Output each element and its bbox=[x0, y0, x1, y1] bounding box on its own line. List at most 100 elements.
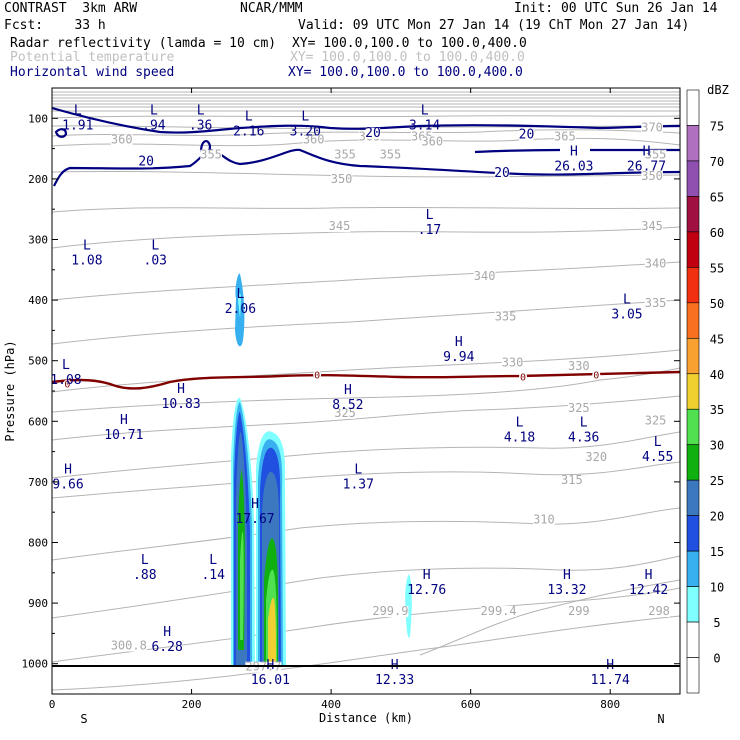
zero-isotherm-label: 0 bbox=[314, 371, 320, 382]
colorbar-level-label: 5 bbox=[713, 616, 720, 630]
theta-contour-label: 330 bbox=[568, 359, 590, 373]
theta-contour-label: 350 bbox=[331, 172, 353, 186]
theta-contour-label: 355 bbox=[200, 148, 222, 162]
colorbar-swatch bbox=[686, 160, 700, 197]
zero-isotherm-label: 0 bbox=[64, 380, 70, 391]
theta-contour-label: 340 bbox=[474, 269, 496, 283]
wind-contours bbox=[52, 106, 680, 187]
theta-contour-label-bg bbox=[554, 131, 576, 143]
model-label: CONTRAST 3km ARW bbox=[4, 1, 138, 16]
theta-contour-label-bg bbox=[473, 270, 496, 282]
theta-contour-label: 360 bbox=[421, 134, 443, 148]
field-name-reflectivity: Radar reflectivity (lamda = 10 cm) bbox=[10, 36, 277, 51]
extremum-value: 4.36 bbox=[568, 430, 599, 445]
colorbar-level-label: 60 bbox=[710, 226, 724, 240]
zero-degree-isotherm bbox=[52, 370, 680, 390]
theta-contour-label-bg bbox=[641, 122, 663, 134]
colorbar-swatch bbox=[686, 231, 700, 268]
extremum-value: .17 bbox=[418, 223, 441, 238]
extremum-type: H bbox=[570, 144, 578, 159]
theta-contour-label-bg bbox=[644, 258, 667, 270]
colorbar-swatch bbox=[686, 479, 700, 516]
field-xy-reflectivity: XY= 100.0,100.0 to 100.0,400.0 bbox=[292, 36, 527, 51]
theta-contour-label: 315 bbox=[561, 473, 583, 487]
theta-contour-label-bg bbox=[648, 605, 670, 617]
contour-labels: 3703653653653603603603553553553553503503… bbox=[50, 103, 673, 688]
y-axis-label: Pressure (hPa) bbox=[3, 340, 17, 441]
y-tick-label: 200 bbox=[28, 173, 48, 186]
extremum-type: L bbox=[62, 358, 70, 373]
extremum-type: L bbox=[354, 463, 362, 478]
theta-contour-label: 350 bbox=[641, 169, 663, 183]
colorbar-level-label: 75 bbox=[710, 119, 724, 133]
extremum-value: 1.08 bbox=[50, 373, 81, 388]
field-name-theta: Potential temperature bbox=[10, 50, 175, 65]
center-label: NCAR/MMM bbox=[240, 1, 303, 16]
colorbar-swatch bbox=[686, 373, 700, 410]
colorbar-swatch bbox=[686, 586, 700, 623]
extremum-value: 1.37 bbox=[343, 478, 374, 493]
theta-contour-label: 299.9 bbox=[372, 604, 408, 618]
colorbar-swatch bbox=[686, 444, 700, 481]
theta-contour-label: 298 bbox=[648, 604, 670, 618]
extremum-value: .03 bbox=[144, 253, 167, 268]
theta-contour-label-bg bbox=[585, 452, 608, 464]
colorbar-level-label: 25 bbox=[710, 474, 724, 488]
y-tick-label: 800 bbox=[28, 537, 48, 550]
x-tick-label: 0 bbox=[49, 698, 56, 711]
theta-contour-label-bg bbox=[568, 402, 590, 414]
extremum-value: 1.08 bbox=[71, 253, 102, 268]
extremum-value: 2.06 bbox=[225, 302, 256, 317]
extremum-type: L bbox=[301, 109, 309, 124]
extremum-value: 12.76 bbox=[407, 583, 446, 598]
colorbar: 0 5 10 15 20 25 30 35 40 45 50 55 60 65 70 75 bbox=[686, 89, 724, 694]
colorbar-swatch bbox=[686, 515, 700, 552]
extremum-type: L bbox=[421, 103, 429, 118]
extremum-value: 9.94 bbox=[443, 350, 474, 365]
refl-cell-surface bbox=[405, 574, 412, 638]
wind-contour-label-bg bbox=[519, 129, 534, 141]
colorbar-level-label: 70 bbox=[710, 155, 724, 169]
zero-isotherm-marker bbox=[63, 379, 72, 388]
extremum-type: H bbox=[344, 383, 352, 398]
colorbar-level-label: 50 bbox=[710, 297, 724, 311]
extremum-type: H bbox=[177, 382, 185, 397]
y-tick-label: 900 bbox=[28, 597, 48, 610]
y-tick-label: 400 bbox=[28, 294, 48, 307]
theta-contour-label-bg bbox=[494, 311, 517, 323]
theta-contour-label-bg bbox=[302, 134, 325, 146]
extremum-type: H bbox=[643, 144, 651, 159]
theta-contour-label-bg bbox=[641, 170, 663, 182]
theta-contour-label-bg bbox=[110, 640, 147, 652]
extremum-value: 11.74 bbox=[591, 673, 630, 688]
x-axis-label: Distance (km) bbox=[319, 711, 413, 725]
wind-contour-label-bg bbox=[139, 156, 154, 168]
x-tick-label: 800 bbox=[600, 698, 620, 711]
wind-contour-label: 20 bbox=[138, 154, 154, 169]
extremum-type: L bbox=[580, 415, 588, 430]
theta-contour-label-bg bbox=[641, 221, 663, 233]
zero-isotherm-marker bbox=[519, 372, 527, 381]
extremum-value: 4.18 bbox=[504, 430, 535, 445]
zero-isotherm-marker bbox=[592, 370, 601, 379]
colorbar-unit: dBZ bbox=[707, 83, 729, 97]
extremum-value: .14 bbox=[201, 568, 225, 583]
theta-contour-label: 360 bbox=[303, 133, 325, 147]
zero-isotherm-marker bbox=[313, 370, 322, 379]
extremum-type: L bbox=[209, 553, 217, 568]
theta-contour-label: 355 bbox=[380, 148, 402, 162]
extremum-type: L bbox=[236, 287, 244, 302]
theta-contour-label: 300.8 bbox=[111, 639, 147, 653]
fcst-label: Fcst: 33 h bbox=[4, 18, 106, 33]
theta-contour-label: 299 bbox=[568, 604, 590, 618]
plot-background bbox=[52, 88, 680, 694]
extremum-type: L bbox=[150, 103, 158, 118]
y-tick-label: 500 bbox=[28, 355, 48, 368]
colorbar-level-label: 65 bbox=[710, 190, 724, 204]
y-tick-label: 700 bbox=[28, 476, 48, 489]
axes: 0 200 400 600 800100200300400500600700800900… bbox=[22, 88, 680, 711]
theta-contour-label: 330 bbox=[502, 356, 524, 370]
extremum-value: 16.01 bbox=[251, 673, 290, 688]
y-tick-label: 1000 bbox=[22, 658, 49, 671]
extremum-value: 17.67 bbox=[235, 512, 274, 527]
